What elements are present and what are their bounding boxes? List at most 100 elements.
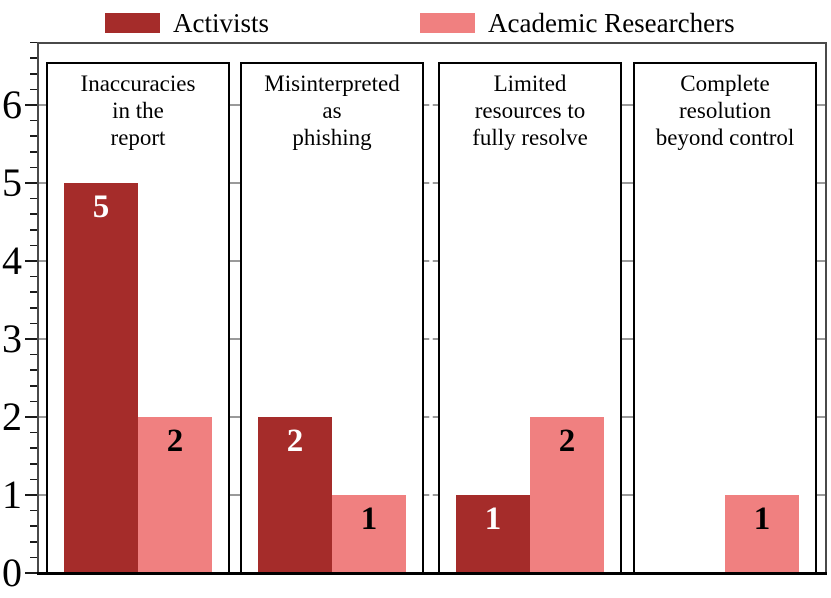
panel-title: Complete resolution beyond control [633, 70, 817, 151]
y-minor-tick [30, 88, 37, 91]
y-minor-tick [30, 369, 37, 371]
gridline-dash [817, 104, 825, 106]
bar-value-label: 1 [360, 501, 378, 537]
gridline-dash [39, 104, 46, 106]
panel-title-line: in the [112, 98, 164, 123]
gridline-dash [39, 338, 46, 340]
y-tick-label: 6 [2, 82, 22, 127]
y-minor-tick [30, 244, 37, 247]
gridline-dash [230, 260, 240, 262]
legend-label: Academic Researchers [488, 7, 735, 38]
y-minor-tick [30, 478, 37, 481]
bar-academic-researchers [725, 495, 799, 573]
y-minor-tick [30, 525, 37, 527]
gridline-dash [817, 260, 825, 262]
legend-swatch-academic-researchers [420, 13, 475, 33]
y-minor-tick [30, 135, 37, 137]
gridline-dash [817, 494, 825, 496]
y-minor-tick [30, 385, 37, 387]
y-minor-tick [30, 353, 37, 356]
gridline-dash [622, 104, 633, 106]
y-minor-tick [30, 400, 37, 403]
gridline-dash [39, 416, 46, 418]
panel-title: Misinterpreted as phishing [240, 70, 424, 151]
category-panel-2 [240, 62, 424, 575]
panel-title-line: resources to [474, 98, 586, 123]
y-minor-tick [30, 151, 37, 153]
y-minor-tick [30, 509, 37, 512]
gridline-dash [424, 338, 438, 340]
gridline-dash [622, 182, 633, 184]
y-minor-tick [30, 447, 37, 449]
bar-academic-researchers [530, 417, 604, 573]
bar-value-label: 5 [92, 189, 110, 225]
bar-academic-researchers [138, 417, 212, 573]
gridline-dash [424, 494, 438, 496]
legend-item-activists: Activists [105, 7, 270, 38]
x-axis-baseline [37, 572, 827, 575]
gridline-dash [424, 182, 438, 184]
y-minor-tick [30, 213, 37, 215]
y-minor-tick [30, 57, 37, 59]
panel-title-line: Limited [493, 71, 567, 96]
legend-swatch-activists [105, 13, 160, 33]
bar-academic-researchers [332, 495, 406, 573]
panel-title: Limited resources to fully resolve [438, 70, 622, 151]
gridline-dash [39, 260, 46, 262]
bar-activists [456, 495, 530, 573]
gridline-dash [230, 104, 240, 106]
panel-title-line: beyond control [655, 125, 795, 150]
bar-value-label: 2 [166, 423, 184, 459]
y-major-tick [25, 494, 37, 496]
gridline-dash [622, 260, 633, 262]
panel-title-line: Complete [680, 71, 770, 96]
y-major-tick [25, 572, 37, 574]
y-minor-tick [30, 291, 37, 293]
panel-title: Inaccuracies in the report [46, 70, 230, 151]
gridline-dash [39, 182, 46, 184]
y-major-tick [25, 182, 37, 184]
y-major-tick [25, 260, 37, 262]
y-minor-tick [30, 322, 37, 325]
gridline-dash [622, 416, 633, 418]
panel-title-line: resolution [679, 98, 771, 123]
y-tick-label: 5 [2, 160, 22, 205]
y-tick-label: 4 [2, 238, 22, 283]
gridline-dash [817, 182, 825, 184]
y-major-tick [25, 338, 37, 340]
bar-value-label: 2 [558, 423, 576, 459]
y-minor-tick [30, 166, 37, 169]
gridline-dash [230, 338, 240, 340]
legend-label: Activists [173, 7, 270, 38]
bar-activists [258, 417, 332, 573]
gridline-dash [39, 494, 46, 496]
bar-value-label: 2 [286, 423, 304, 459]
gridline-dash [622, 494, 633, 496]
y-minor-tick [30, 229, 37, 231]
y-minor-tick [30, 275, 37, 278]
legend-item-academic-researchers: Academic Researchers [420, 7, 735, 38]
panel-title-line: report [110, 125, 166, 150]
panel-title-line: fully resolve [472, 125, 588, 150]
y-major-tick [25, 104, 37, 106]
bar-activists [64, 183, 138, 573]
y-minor-tick [30, 541, 37, 543]
y-tick-label: 0 [2, 550, 22, 595]
y-tick-label: 1 [2, 472, 22, 517]
y-major-tick [25, 416, 37, 418]
gridline-dash [817, 416, 825, 418]
y-minor-tick [30, 197, 37, 200]
gridline-dash [230, 416, 240, 418]
gridline-dash [817, 338, 825, 340]
panel-title-line: phishing [292, 125, 372, 150]
gridline-dash [230, 182, 240, 184]
gridline-dash [424, 260, 438, 262]
y-minor-tick [30, 431, 37, 434]
bar-value-label: 1 [484, 501, 502, 537]
y-minor-tick [30, 41, 37, 44]
y-minor-tick [30, 556, 37, 559]
category-panel-4 [633, 62, 817, 575]
bar-value-label: 1 [753, 501, 771, 537]
y-tick-label: 3 [2, 316, 22, 361]
